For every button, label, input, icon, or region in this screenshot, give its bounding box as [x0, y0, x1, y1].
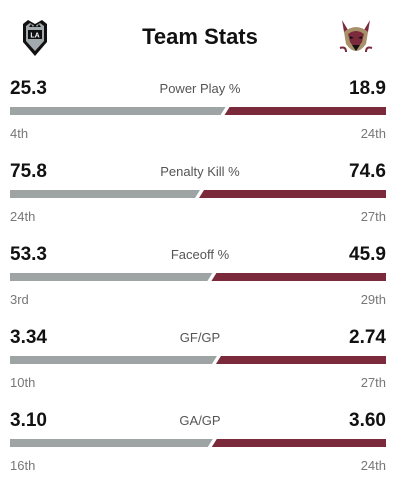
away-value: 2.74 — [349, 327, 386, 348]
away-value: 74.6 — [349, 161, 386, 182]
comparison-bar — [10, 190, 386, 198]
away-rank: 29th — [360, 292, 386, 307]
home-rank: 24th — [10, 209, 36, 224]
home-rank: 3rd — [10, 292, 29, 307]
away-rank: 27th — [360, 209, 386, 224]
coyote-head-icon — [336, 18, 376, 58]
comparison-bar — [10, 439, 386, 447]
page-title: Team Stats — [142, 24, 258, 49]
stat-row: 3.10 GA/GP 3.60 16th 24th — [0, 408, 400, 486]
stat-label: Power Play % — [159, 81, 241, 96]
stat-label: Penalty Kill % — [160, 164, 240, 179]
away-bar-segment — [211, 439, 386, 447]
svg-text:LA: LA — [30, 33, 39, 40]
home-bar-segment — [10, 439, 213, 447]
home-rank: 16th — [10, 458, 36, 473]
home-bar-segment — [10, 356, 217, 364]
home-bar-segment — [10, 107, 226, 115]
away-value: 3.60 — [349, 410, 386, 431]
comparison-bar — [10, 107, 386, 115]
away-bar-segment — [215, 356, 386, 364]
home-value: 3.10 — [10, 410, 47, 431]
away-bar-segment — [211, 273, 386, 281]
stat-row: 3.34 GF/GP 2.74 10th 27th — [0, 325, 400, 408]
away-value: 18.9 — [349, 78, 386, 99]
comparison-bar — [10, 273, 386, 281]
away-rank: 24th — [360, 126, 386, 141]
stat-label: GA/GP — [179, 413, 221, 428]
home-bar-segment — [10, 190, 201, 198]
away-bar-segment — [199, 190, 386, 198]
away-rank: 27th — [360, 375, 386, 390]
stat-row: 53.3 Faceoff % 45.9 3rd 29th — [0, 242, 400, 325]
home-rank: 4th — [10, 126, 29, 141]
team-stats-list: 25.3 Power Play % 18.9 4th 24th 75.8 Pen… — [0, 76, 400, 486]
comparison-bar — [10, 356, 386, 364]
away-value: 45.9 — [349, 244, 386, 265]
away-rank: 24th — [360, 458, 386, 473]
home-rank: 10th — [10, 375, 36, 390]
header: LA Team Stats — [0, 0, 400, 76]
away-bar-segment — [224, 107, 386, 115]
home-value: 53.3 — [10, 244, 47, 265]
kings-logo-icon: LA — [20, 18, 50, 56]
stat-row: 25.3 Power Play % 18.9 4th 24th — [0, 76, 400, 159]
home-value: 25.3 — [10, 78, 47, 99]
home-value: 75.8 — [10, 161, 47, 182]
home-value: 3.34 — [10, 327, 47, 348]
stat-label: GF/GP — [179, 330, 221, 345]
home-bar-segment — [10, 273, 213, 281]
stat-label: Faceoff % — [170, 247, 230, 262]
stat-row: 75.8 Penalty Kill % 74.6 24th 27th — [0, 159, 400, 242]
